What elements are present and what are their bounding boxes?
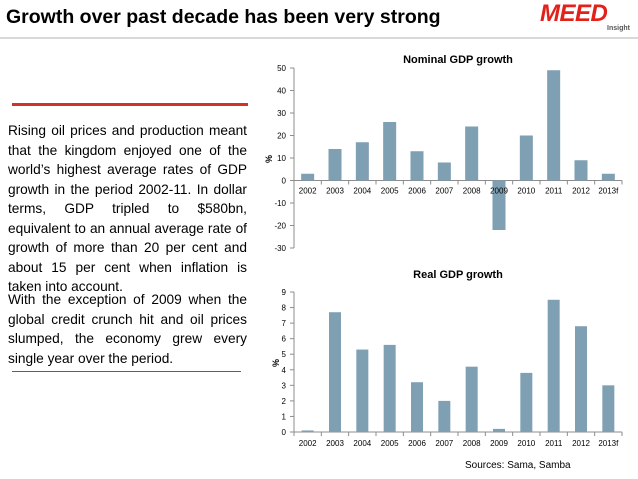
y-tick-label: 1 [282, 412, 287, 421]
nominal-gdp-chart: Nominal GDP growth 50 40 30 20 10 0 -10 -20 -30% 2… [252, 44, 638, 262]
x-tick-label: 2008 [463, 187, 481, 196]
y-tick-label: 5 [282, 350, 287, 359]
real-gdp-chart: Real GDP growth 9 8 7 6 5 4 3 2 1 0% 2002 2003 2004 20… [252, 262, 638, 456]
y-tick-label: 10 [277, 154, 286, 163]
bar [438, 400, 451, 432]
y-tick-label: 50 [277, 64, 286, 73]
bar [493, 428, 505, 432]
x-tick-label: 2008 [463, 439, 481, 448]
y-tick-label: 3 [282, 381, 287, 390]
bar [602, 385, 615, 432]
x-tick-label: 2011 [545, 187, 563, 196]
x-tick-label: 2002 [299, 187, 317, 196]
y-tick-label: 6 [282, 335, 287, 344]
bar [465, 366, 478, 432]
x-tick-label: 2003 [326, 439, 344, 448]
bar [492, 180, 506, 230]
bar [410, 151, 424, 181]
y-tick-label: 30 [277, 109, 286, 118]
x-tick-label: 2003 [326, 187, 344, 196]
x-tick-label: 2004 [353, 187, 371, 196]
x-tick-label: 2013f [598, 187, 619, 196]
y-tick-label: -20 [274, 222, 286, 231]
meed-logo: MEED Insight [540, 2, 634, 34]
y-axis-label: % [271, 359, 281, 367]
title-divider [0, 37, 638, 39]
bar [328, 149, 342, 181]
y-tick-label: -30 [274, 244, 286, 253]
accent-rule-top [12, 103, 248, 106]
bar [383, 122, 397, 181]
x-tick-label: 2006 [408, 439, 426, 448]
logo-subtitle: Insight [607, 25, 630, 32]
bar [437, 162, 451, 181]
y-tick-label: 9 [282, 288, 287, 297]
bar [301, 430, 314, 432]
bar [411, 382, 423, 432]
paragraph-exception: With the exception of 2009 when the glob… [8, 292, 247, 366]
chart-title: Nominal GDP growth [403, 54, 513, 66]
y-tick-label: 0 [282, 177, 287, 186]
x-tick-label: 2005 [381, 187, 399, 196]
y-tick-label: 2 [282, 397, 287, 406]
bar [301, 173, 315, 181]
x-tick-label: 2002 [299, 439, 317, 448]
x-tick-label: 2012 [572, 439, 590, 448]
chart-title: Real GDP growth [413, 269, 503, 281]
x-tick-label: 2007 [435, 187, 453, 196]
y-tick-label: 20 [277, 132, 286, 141]
slide-title: Growth over past decade has been very st… [6, 6, 441, 28]
bar [329, 312, 341, 432]
sources-note: Sources: Sama, Samba [465, 460, 571, 471]
x-tick-label: 2013f [598, 439, 619, 448]
x-tick-label: 2009 [490, 439, 508, 448]
bar [383, 344, 396, 432]
x-tick-label: 2009 [490, 187, 508, 196]
y-tick-label: 40 [277, 87, 286, 96]
x-tick-label: 2004 [353, 439, 371, 448]
y-tick-label: 0 [282, 428, 287, 437]
nominal-gdp-svg: Nominal GDP growth50403020100-10-20-30%2… [264, 54, 623, 253]
y-tick-label: -10 [274, 199, 286, 208]
bar [574, 160, 588, 181]
bar [519, 135, 533, 181]
x-tick-label: 2005 [381, 439, 399, 448]
y-tick-label: 4 [282, 366, 287, 375]
bar [547, 70, 561, 181]
paragraph-growth: Rising oil prices and production meant t… [8, 123, 247, 294]
x-tick-label: 2006 [408, 187, 426, 196]
accent-rule-bottom [12, 371, 241, 372]
bar [575, 326, 587, 432]
bar [520, 372, 533, 432]
bar [547, 299, 560, 432]
x-tick-label: 2011 [545, 439, 563, 448]
logo-text: MEED [540, 0, 608, 27]
y-tick-label: 8 [282, 304, 287, 313]
bar [356, 349, 369, 432]
bar [355, 142, 369, 181]
x-tick-label: 2007 [435, 439, 453, 448]
x-tick-label: 2012 [572, 187, 590, 196]
y-tick-label: 7 [282, 319, 287, 328]
x-tick-label: 2010 [517, 439, 535, 448]
real-gdp-svg: Real GDP growth 9 8 7 6 5 4 3 2 1 0% 2002 2003 2004 20… [271, 269, 623, 448]
bar [465, 126, 479, 181]
y-axis-label: % [264, 155, 274, 163]
x-tick-label: 2010 [517, 187, 535, 196]
bar [601, 173, 615, 181]
